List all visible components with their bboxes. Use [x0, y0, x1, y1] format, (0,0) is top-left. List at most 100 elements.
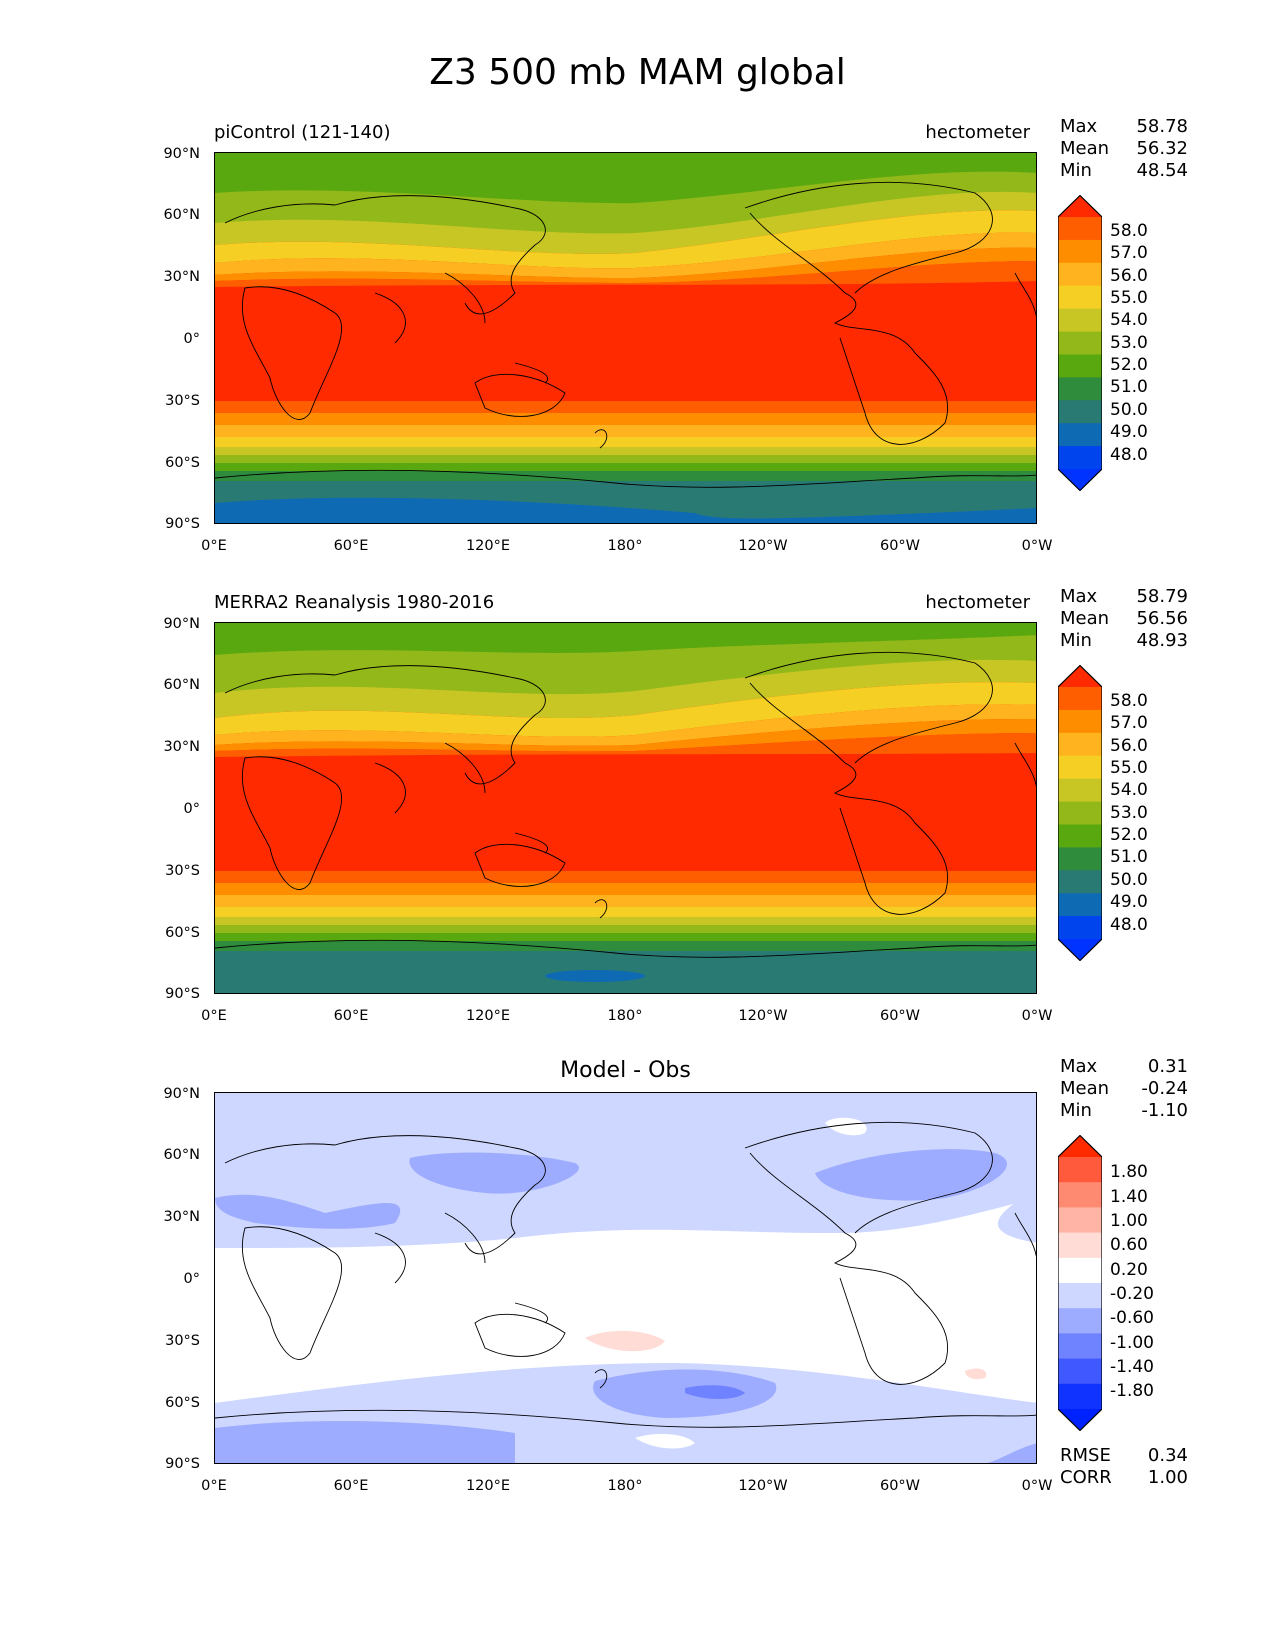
stats-block: Max 0.31 Mean -0.24 Min -1.10: [1060, 1056, 1188, 1122]
lat-tick: 90°N: [163, 146, 200, 162]
lat-tick: 60°N: [163, 207, 200, 223]
lon-tick: 0°E: [201, 538, 227, 554]
colorbar-segment: [1058, 1383, 1102, 1410]
colorbar-label: -1.00: [1110, 1333, 1154, 1353]
colorbar-label: -1.80: [1110, 1381, 1154, 1401]
lon-tick: 60°W: [879, 538, 921, 554]
lon-tick: 120°W: [738, 538, 788, 554]
lat-tick: 90°S: [165, 986, 200, 1002]
colorbar-extend-max: [1058, 1135, 1102, 1157]
lat-tick: 90°S: [165, 516, 200, 532]
map-merra2: [214, 622, 1037, 994]
colorbar-label: 51.0: [1110, 377, 1148, 397]
colorbar-label: 51.0: [1110, 847, 1148, 867]
lat-tick: 60°S: [165, 455, 200, 471]
lat-tick: 30°N: [163, 1209, 200, 1225]
colorbar-segment: [1058, 1308, 1102, 1334]
colorbar-segment: [1058, 1358, 1102, 1385]
colorbar-label: 50.0: [1110, 870, 1148, 890]
colorbar-extend-min: [1058, 939, 1102, 961]
colorbar-label: 49.0: [1110, 892, 1148, 912]
map-difference: [214, 1092, 1037, 1464]
stat-min: Min -1.10: [1060, 1100, 1188, 1121]
lat-tick: 30°N: [163, 269, 200, 285]
colorbar-segment: [1058, 1157, 1102, 1183]
stats-block: Max 58.78 Mean 56.32 Min 48.54: [1060, 116, 1188, 182]
colorbar-segment: [1058, 778, 1102, 803]
colorbar-segment: [1058, 893, 1102, 917]
colorbar-label: 57.0: [1110, 713, 1148, 733]
colorbar-segment: [1058, 400, 1102, 424]
colorbar-label: 55.0: [1110, 288, 1148, 308]
colorbar-label: 58.0: [1110, 691, 1148, 711]
colorbar-segment: [1058, 709, 1102, 734]
lat-tick: 0°: [183, 801, 200, 817]
lat-tick: 90°N: [163, 1086, 200, 1102]
colorbar-label: 57.0: [1110, 243, 1148, 263]
stat-min: Min 48.93: [1060, 630, 1188, 651]
colorbar-segment: [1058, 423, 1102, 447]
lon-tick: 0°E: [201, 1008, 227, 1024]
figure-title: Z3 500 mb MAM global: [429, 52, 846, 93]
stat-min: Min 48.54: [1060, 160, 1188, 181]
colorbar-label: 0.20: [1110, 1260, 1148, 1280]
colorbar-segment: [1058, 824, 1102, 848]
colorbar-label: 54.0: [1110, 780, 1148, 800]
lon-tick: 180°: [607, 1008, 643, 1024]
panel-units: hectometer: [925, 592, 1030, 613]
colorbar-label: 48.0: [1110, 915, 1148, 935]
panel-left-title: piControl (121-140): [214, 122, 391, 143]
lon-tick: 0°W: [1021, 1008, 1053, 1024]
error-stats: RMSE 0.34 CORR 1.00: [1060, 1445, 1188, 1489]
colorbar-extend-min: [1058, 1409, 1102, 1431]
lon-tick: 120°W: [738, 1008, 788, 1024]
lon-tick: 60°E: [333, 1478, 369, 1494]
colorbar-segment: [1058, 377, 1102, 401]
lat-tick: 30°S: [165, 393, 200, 409]
colorbar-segment: [1058, 1283, 1102, 1309]
lon-tick: 60°W: [879, 1478, 921, 1494]
colorbar-extend-min: [1058, 469, 1102, 491]
colorbar-segment: [1058, 446, 1102, 470]
colorbar-label: 1.80: [1110, 1162, 1148, 1182]
lat-tick: 0°: [183, 331, 200, 347]
colorbar-segment: [1058, 308, 1102, 333]
lon-tick: 60°E: [333, 538, 369, 554]
lat-tick: 90°S: [165, 1456, 200, 1472]
colorbar-label: -1.40: [1110, 1357, 1154, 1377]
lat-tick: 60°N: [163, 677, 200, 693]
stat-max: Max 58.79: [1060, 586, 1188, 607]
colorbar-extend-max: [1058, 195, 1102, 217]
colorbar-segment: [1058, 870, 1102, 894]
colorbar-segment: [1058, 1182, 1102, 1208]
colorbar-segment: [1058, 262, 1102, 287]
colorbar-label: 49.0: [1110, 422, 1148, 442]
colorbar-label: 52.0: [1110, 355, 1148, 375]
colorbar-label: 56.0: [1110, 736, 1148, 756]
colorbar: [1057, 664, 1103, 965]
colorbar-label: 54.0: [1110, 310, 1148, 330]
colorbar-segment: [1058, 801, 1102, 825]
stat-corr: CORR 1.00: [1060, 1467, 1188, 1488]
lat-tick: 30°S: [165, 1333, 200, 1349]
lon-tick: 120°E: [465, 1008, 511, 1024]
stat-rmse: RMSE 0.34: [1060, 1445, 1188, 1466]
lon-tick: 120°W: [738, 1478, 788, 1494]
lon-tick: 0°W: [1021, 538, 1053, 554]
stat-mean: Mean 56.32: [1060, 138, 1188, 159]
colorbar-segment: [1058, 1232, 1102, 1259]
colorbar: [1057, 194, 1103, 495]
colorbar-segment: [1058, 354, 1102, 378]
colorbar-segment: [1058, 1333, 1102, 1360]
panel-center-title: Model - Obs: [560, 1058, 691, 1083]
stat-mean: Mean 56.56: [1060, 608, 1188, 629]
colorbar-segment: [1058, 687, 1102, 711]
lat-tick: 0°: [183, 1271, 200, 1287]
colorbar-label: 52.0: [1110, 825, 1148, 845]
colorbar-label: -0.60: [1110, 1308, 1154, 1328]
colorbar-label: 56.0: [1110, 266, 1148, 286]
lon-tick: 120°E: [465, 1478, 511, 1494]
colorbar-segment: [1058, 285, 1102, 310]
colorbar-label: 53.0: [1110, 803, 1148, 823]
colorbar-segment: [1058, 755, 1102, 780]
